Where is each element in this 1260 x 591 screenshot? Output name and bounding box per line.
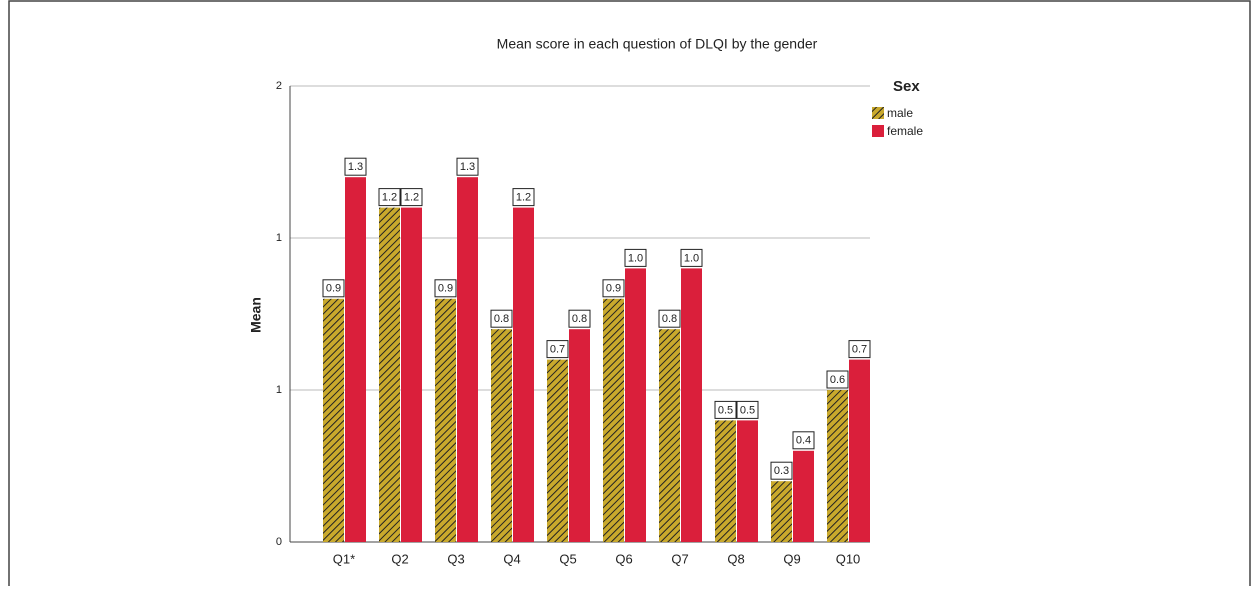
data-label-box [680,248,703,267]
data-label-box [568,309,591,328]
x-tick-label: Q3 [447,551,464,566]
data-label: 1.0 [628,252,643,264]
x-tick-label: Q1* [333,551,355,566]
data-label: 0.9 [326,283,341,295]
data-label: 1.2 [382,192,397,204]
data-label: 0.8 [572,313,587,325]
data-label-box [714,400,737,419]
x-tick-label: Q10 [836,551,861,566]
legend-swatch [872,125,884,137]
data-label: 1.2 [404,192,419,204]
data-label: 0.9 [606,283,621,295]
bar [793,450,814,542]
bar [457,177,478,542]
x-tick-label: Q5 [559,551,576,566]
x-tick-label: Q8 [727,551,744,566]
data-label: 1.0 [684,252,699,264]
legend-label: male [887,106,913,120]
data-label-box [456,157,479,176]
bar [659,329,680,542]
data-label-box [792,431,815,450]
chart-title: Mean score in each question of DLQI by t… [497,36,818,52]
x-tick-label: Q7 [671,551,688,566]
data-label-box [770,461,793,480]
data-label-box [736,400,759,419]
data-label-box [826,370,849,389]
data-label: 0.5 [740,404,755,416]
bar [345,177,366,542]
data-label: 0.7 [550,344,565,356]
data-label: 1.2 [516,192,531,204]
bar [323,298,344,542]
data-label: 0.9 [438,283,453,295]
bar [401,207,422,542]
frame [8,0,1251,591]
data-label: 0.5 [718,404,733,416]
bar [603,298,624,542]
bar [513,207,534,542]
bar [737,420,758,542]
data-label-box [602,279,625,298]
data-label: 0.4 [796,435,811,447]
legend-swatch [872,107,884,119]
x-tick-label: Q4 [503,551,520,566]
bar [435,298,456,542]
data-label: 0.8 [494,313,509,325]
x-tick-label: Q9 [783,551,800,566]
data-label-box [546,340,569,359]
x-tick-label: Q6 [615,551,632,566]
legend-title: Sex [893,78,920,95]
legend-label: female [887,124,923,138]
bar [715,420,736,542]
data-label-box [344,157,367,176]
bar [547,359,568,542]
data-label-box [658,309,681,328]
y-tick-label: 0 [276,536,282,548]
x-tick-label: Q2 [391,551,408,566]
data-label-box [848,340,871,359]
bar [849,359,870,542]
y-tick-label: 2 [276,80,282,92]
y-tick-label: 1 [276,232,282,244]
data-label: 0.6 [830,374,845,386]
bar [569,329,590,542]
data-label-box [400,188,423,207]
data-label: 0.8 [662,313,677,325]
bar [491,329,512,542]
data-label-box [624,248,647,267]
y-axis-label: Mean [248,297,264,333]
data-label-box [512,188,535,207]
y-tick-label: 1 [276,384,282,396]
data-label: 0.3 [774,465,789,477]
bar [681,268,702,542]
bar [771,481,792,542]
data-label: 1.3 [348,161,363,173]
data-label-box [490,309,513,328]
bar [827,390,848,542]
data-label: 1.3 [460,161,475,173]
bar [625,268,646,542]
data-label-box [322,279,345,298]
data-label-box [378,188,401,207]
data-label: 0.7 [852,344,867,356]
bar [379,207,400,542]
data-label-box [434,279,457,298]
